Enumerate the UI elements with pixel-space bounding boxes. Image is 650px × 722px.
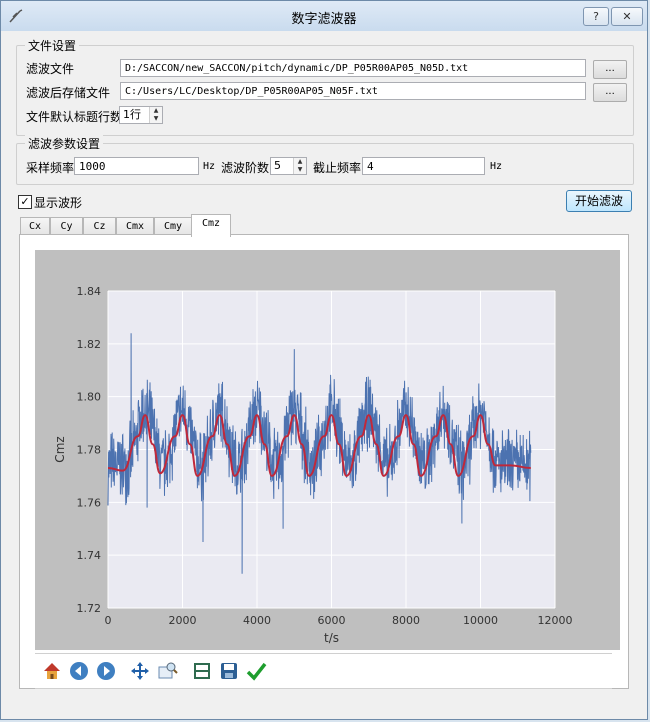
show-waveform-label: 显示波形 (34, 196, 83, 210)
help-button[interactable]: ? (583, 7, 609, 26)
home-icon[interactable] (41, 660, 63, 682)
y-tick-label: 1.72 (77, 602, 102, 615)
forward-icon[interactable] (95, 660, 117, 682)
start-filter-button[interactable]: 开始滤波 (566, 190, 632, 212)
spin-up-icon[interactable]: ▲ (153, 107, 159, 114)
output-file-label: 滤波后存储文件 (26, 86, 111, 100)
filter-params-group: 滤波参数设置 (16, 135, 634, 185)
filter-order-label: 滤波阶数 (221, 161, 270, 175)
cutoff-label: 截止频率 (313, 161, 362, 175)
sample-rate-field[interactable]: 1000 (74, 157, 199, 175)
pan-icon[interactable] (129, 660, 151, 682)
y-tick-label: 1.80 (77, 391, 102, 404)
tab-cz[interactable]: Cz (83, 217, 116, 236)
file-settings-group: 文件设置 (16, 37, 634, 136)
plot-toolbar (35, 653, 612, 689)
cutoff-field[interactable]: 4 (362, 157, 485, 175)
x-tick-label: 8000 (392, 614, 420, 627)
save-icon[interactable] (218, 660, 240, 682)
filter-order-spinbox[interactable]: 5 ▲ ▼ (270, 157, 307, 175)
input-file-field[interactable]: D:/SACCON/new_SACCON/pitch/dynamic/DP_P0… (120, 59, 586, 77)
figure-canvas[interactable]: 0 2000 4000 6000 8000 10000 12000 1.72 1.74 1.76 1… (35, 250, 620, 650)
show-waveform-checkbox[interactable]: ✓ (18, 195, 32, 209)
header-rows-label: 文件默认标题行数 (26, 110, 123, 124)
header-rows-spinbox[interactable]: 1行 ▲ ▼ (119, 106, 163, 124)
spin-up-icon[interactable]: ▲ (297, 158, 303, 165)
app-feather-icon (9, 9, 23, 23)
y-tick-label: 1.74 (77, 549, 102, 562)
raw-signal-line (107, 333, 532, 574)
input-file-label: 滤波文件 (26, 62, 75, 76)
x-tick-label: 12000 (538, 614, 573, 627)
x-tick-label: 0 (105, 614, 112, 627)
spin-down-icon[interactable]: ▼ (153, 115, 159, 122)
x-tick-label: 6000 (318, 614, 346, 627)
subplots-icon[interactable] (191, 660, 213, 682)
back-icon[interactable] (68, 660, 90, 682)
filter-order-value: 5 (274, 159, 281, 172)
input-browse-button[interactable]: ... (593, 60, 627, 79)
y-tick-label: 1.76 (77, 496, 102, 509)
output-file-field[interactable]: C:/Users/LC/Desktop/DP_P05R00AP05_N05F.t… (120, 82, 586, 100)
close-button[interactable]: ✕ (611, 7, 643, 26)
y-tick-label: 1.84 (77, 285, 102, 298)
check-icon[interactable] (245, 660, 267, 682)
title-bar: 数字滤波器 ? ✕ (1, 1, 647, 31)
window-title: 数字滤波器 (291, 12, 357, 27)
tab-cmx[interactable]: Cmx (116, 217, 154, 236)
file-settings-title: 文件设置 (25, 37, 80, 54)
y-axis-label: Cmz (53, 436, 67, 462)
tab-cmz[interactable]: Cmz (191, 214, 231, 237)
filtered-signal-line (107, 414, 531, 477)
tab-cx[interactable]: Cx (20, 217, 50, 236)
x-tick-label: 10000 (463, 614, 498, 627)
sample-rate-unit: Hz (203, 161, 216, 172)
y-tick-label: 1.78 (77, 444, 102, 457)
header-rows-value: 1行 (123, 108, 141, 121)
sample-rate-label: 采样频率 (26, 161, 75, 175)
x-tick-label: 2000 (169, 614, 197, 627)
output-browse-button[interactable]: ... (593, 83, 627, 102)
x-tick-label: 4000 (243, 614, 271, 627)
tab-cy[interactable]: Cy (50, 217, 83, 236)
filter-params-title: 滤波参数设置 (25, 135, 104, 152)
y-tick-label: 1.82 (77, 338, 102, 351)
zoom-icon[interactable] (156, 660, 178, 682)
spin-down-icon[interactable]: ▼ (297, 166, 303, 173)
x-axis-label: t/s (324, 631, 339, 645)
waveform-chart: 0 2000 4000 6000 8000 10000 12000 1.72 1.74 1.76 1… (53, 285, 573, 645)
cutoff-unit: Hz (490, 161, 503, 172)
